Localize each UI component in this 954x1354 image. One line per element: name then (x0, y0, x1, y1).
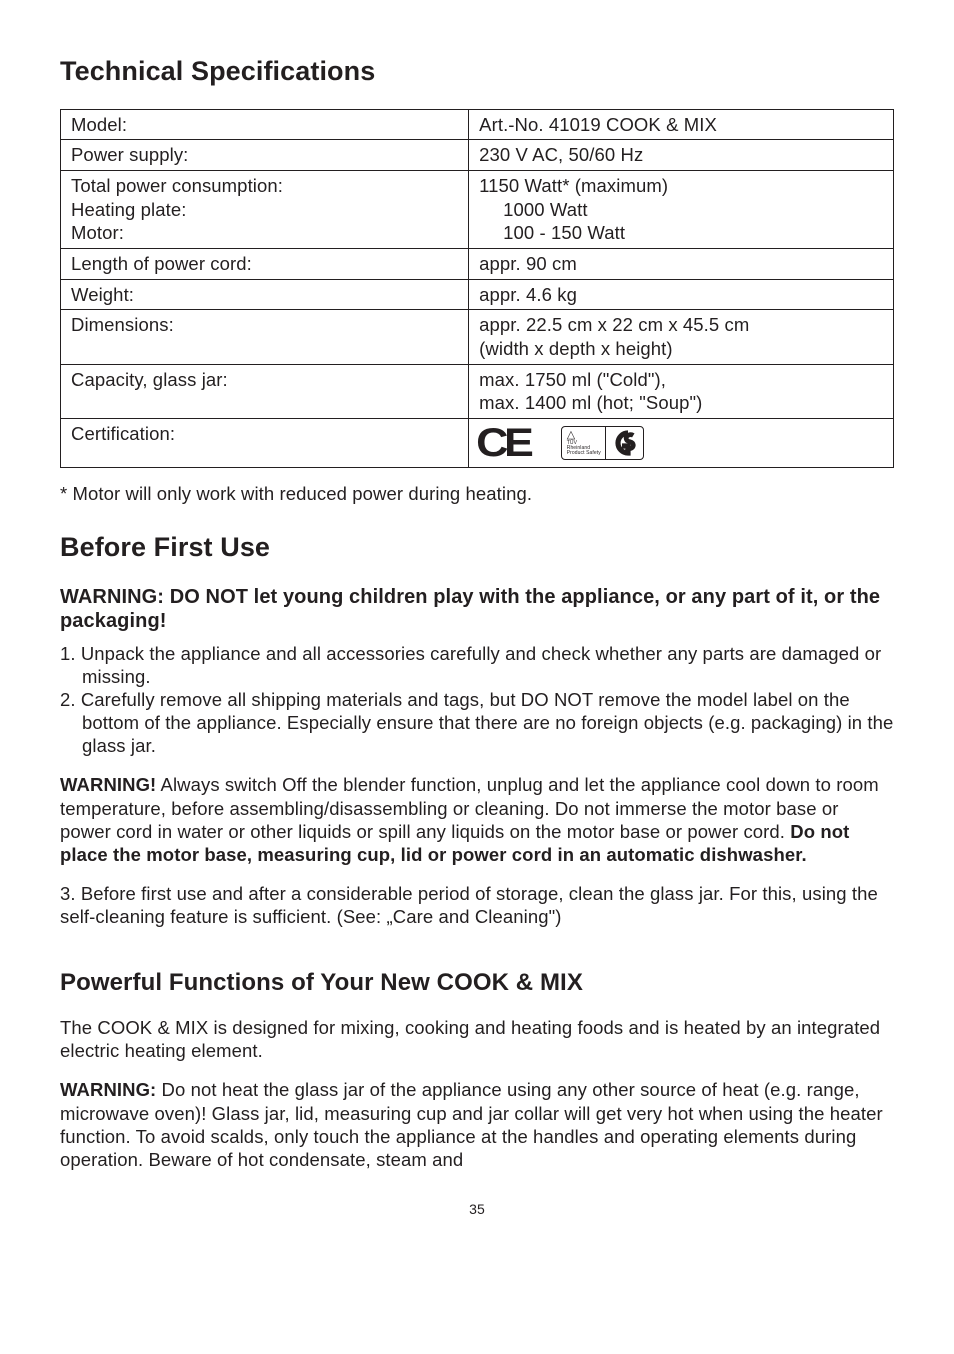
table-row: Weight: appr. 4.6 kg (61, 279, 894, 310)
footnote-text: * Motor will only work with reduced powe… (60, 482, 894, 505)
spec-label: Model: (61, 109, 469, 140)
spec-value: appr. 22.5 cm x 22 cm x 45.5 cm (width x… (469, 310, 894, 364)
spec-label-line: Motor: (71, 222, 124, 243)
heading-before-first-use: Before First Use (60, 531, 894, 565)
spec-value: 230 V AC, 50/60 Hz (469, 140, 894, 171)
heading-powerful-functions: Powerful Functions of Your New COOK & MI… (60, 968, 894, 998)
spec-value-line: (width x depth x height) (479, 338, 673, 359)
page-number: 35 (60, 1201, 894, 1219)
spec-table: Model: Art.-No. 41019 COOK & MIX Power s… (60, 109, 894, 468)
spec-value-certification: CE △ TÜV Rheinland Product Safety (469, 419, 894, 468)
spec-label: Certification: (61, 419, 469, 468)
spec-value-line: max. 1750 ml ("Cold"), (479, 369, 666, 390)
spec-value: Art.-No. 41019 COOK & MIX (469, 109, 894, 140)
gs-left-text: △ TÜV Rheinland Product Safety (562, 427, 606, 459)
spec-label-line: Heating plate: (71, 199, 186, 220)
steps-list: 1. Unpack the appliance and all accessor… (60, 642, 894, 758)
table-row: Dimensions: appr. 22.5 cm x 22 cm x 45.5… (61, 310, 894, 364)
table-row: Power supply: 230 V AC, 50/60 Hz (61, 140, 894, 171)
warning-heading: WARNING: DO NOT let young children play … (60, 585, 894, 634)
warning-body: Always switch Off the blender function, … (60, 774, 879, 841)
table-row: Length of power cord: appr. 90 cm (61, 249, 894, 280)
spec-label: Dimensions: (61, 310, 469, 364)
spec-value: appr. 4.6 kg (469, 279, 894, 310)
warning-lead: WARNING! (60, 774, 156, 795)
warning-paragraph: WARNING! Always switch Off the blender f… (60, 773, 894, 866)
list-item: 1. Unpack the appliance and all accessor… (60, 642, 894, 688)
table-row: Total power consumption: Heating plate: … (61, 171, 894, 249)
spec-label-line: Total power consumption: (71, 175, 283, 196)
spec-value-line: 1150 Watt* (maximum) (479, 175, 668, 196)
spec-label: Weight: (61, 279, 469, 310)
spec-value: appr. 90 cm (469, 249, 894, 280)
warning-body: Do not heat the glass jar of the applian… (60, 1079, 883, 1169)
spec-value-line: 100 - 150 Watt (479, 221, 883, 245)
spec-value-line: 1000 Watt (479, 198, 883, 222)
gs-line: Product Safety (567, 451, 601, 456)
spec-value: max. 1750 ml ("Cold"), max. 1400 ml (hot… (469, 364, 894, 418)
warning-lead: WARNING: (60, 1079, 156, 1100)
gs-glyph-icon (606, 427, 643, 459)
gs-mark-icon: △ TÜV Rheinland Product Safety (561, 426, 644, 460)
powerful-intro-text: The COOK & MIX is designed for mixing, c… (60, 1016, 894, 1062)
spec-value-line: max. 1400 ml (hot; "Soup") (479, 392, 702, 413)
table-row: Capacity, glass jar: max. 1750 ml ("Cold… (61, 364, 894, 418)
table-row: Model: Art.-No. 41019 COOK & MIX (61, 109, 894, 140)
spec-label: Power supply: (61, 140, 469, 171)
spec-label: Length of power cord: (61, 249, 469, 280)
spec-value: 1150 Watt* (maximum) 1000 Watt 100 - 150… (469, 171, 894, 249)
table-row: Certification: CE △ TÜV Rheinland Produc… (61, 419, 894, 468)
step-3-text: 3. Before first use and after a consider… (60, 882, 894, 928)
list-item: 2. Carefully remove all shipping materia… (60, 688, 894, 757)
ce-mark-icon: CE (476, 423, 529, 463)
spec-label: Total power consumption: Heating plate: … (61, 171, 469, 249)
powerful-warning-paragraph: WARNING: Do not heat the glass jar of th… (60, 1078, 894, 1171)
spec-label: Capacity, glass jar: (61, 364, 469, 418)
spec-value-line: appr. 22.5 cm x 22 cm x 45.5 cm (479, 314, 749, 335)
heading-tech-spec: Technical Specifications (60, 55, 894, 89)
